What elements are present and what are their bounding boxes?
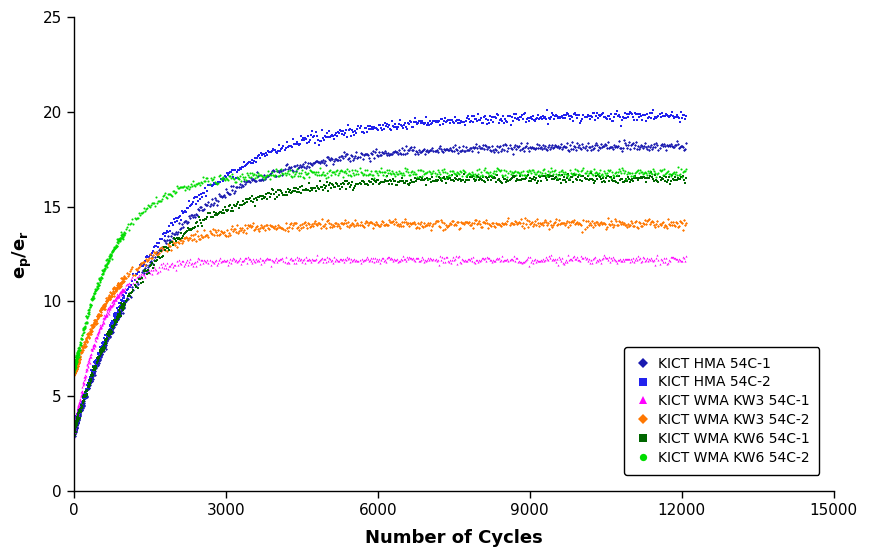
KICT WMA KW6 54C-1	[107, 329, 117, 335]
KICT HMA 54C-1	[107, 329, 117, 336]
KICT HMA 54C-1	[680, 140, 691, 146]
Line: KICT HMA 54C-2: KICT HMA 54C-2	[73, 109, 687, 435]
KICT HMA 54C-2	[144, 251, 155, 258]
KICT HMA 54C-2	[100, 340, 110, 347]
KICT WMA KW6 54C-1	[69, 432, 79, 439]
KICT WMA KW3 54C-2	[69, 372, 79, 378]
KICT HMA 54C-1	[415, 147, 425, 154]
KICT HMA 54C-2	[541, 107, 552, 114]
KICT HMA 54C-1	[70, 432, 80, 439]
KICT WMA KW3 54C-1	[96, 321, 107, 328]
KICT WMA KW6 54C-1	[680, 174, 691, 181]
KICT WMA KW3 54C-1	[69, 430, 79, 436]
KICT WMA KW3 54C-1	[312, 252, 322, 258]
Legend: KICT HMA 54C-1, KICT HMA 54C-2, KICT WMA KW3 54C-1, KICT WMA KW3 54C-2, KICT WMA: KICT HMA 54C-1, KICT HMA 54C-2, KICT WMA…	[625, 347, 819, 474]
KICT HMA 54C-1	[619, 137, 629, 144]
KICT WMA KW6 54C-2	[673, 164, 683, 171]
KICT HMA 54C-1	[100, 341, 110, 348]
KICT WMA KW6 54C-1	[96, 349, 107, 355]
KICT WMA KW3 54C-2	[602, 214, 613, 221]
KICT HMA 54C-2	[96, 344, 107, 350]
X-axis label: Number of Cycles: Number of Cycles	[365, 529, 542, 547]
KICT WMA KW3 54C-1	[415, 258, 426, 264]
KICT WMA KW3 54C-2	[69, 371, 79, 377]
KICT WMA KW6 54C-2	[680, 165, 691, 172]
KICT WMA KW3 54C-1	[436, 253, 447, 260]
KICT HMA 54C-2	[107, 318, 117, 324]
KICT WMA KW3 54C-2	[415, 224, 425, 231]
KICT HMA 54C-2	[69, 425, 79, 432]
Line: KICT HMA 54C-1: KICT HMA 54C-1	[73, 140, 687, 437]
KICT WMA KW6 54C-1	[647, 169, 657, 176]
KICT WMA KW3 54C-2	[435, 217, 446, 224]
KICT WMA KW6 54C-2	[107, 248, 117, 255]
KICT WMA KW6 54C-2	[415, 174, 425, 180]
KICT HMA 54C-2	[435, 116, 446, 122]
KICT HMA 54C-2	[680, 113, 691, 119]
KICT HMA 54C-1	[144, 259, 155, 266]
Line: KICT WMA KW3 54C-1: KICT WMA KW3 54C-1	[73, 254, 687, 438]
KICT WMA KW3 54C-2	[107, 291, 117, 297]
KICT WMA KW6 54C-2	[96, 275, 107, 281]
KICT WMA KW3 54C-1	[100, 312, 110, 319]
KICT WMA KW6 54C-2	[100, 266, 110, 273]
KICT WMA KW3 54C-1	[680, 253, 691, 259]
KICT WMA KW3 54C-2	[144, 251, 155, 258]
KICT HMA 54C-2	[70, 430, 80, 437]
Y-axis label: $\mathbf{e_p/e_r}$: $\mathbf{e_p/e_r}$	[11, 229, 34, 278]
KICT WMA KW3 54C-1	[107, 299, 117, 306]
KICT WMA KW6 54C-1	[415, 176, 425, 182]
KICT WMA KW3 54C-2	[96, 306, 107, 312]
KICT HMA 54C-1	[435, 146, 446, 152]
Line: KICT WMA KW6 54C-1: KICT WMA KW6 54C-1	[73, 171, 687, 436]
KICT WMA KW3 54C-1	[144, 269, 155, 276]
KICT HMA 54C-2	[415, 118, 425, 124]
Line: KICT WMA KW6 54C-2: KICT WMA KW6 54C-2	[73, 166, 687, 373]
KICT WMA KW6 54C-1	[69, 431, 79, 437]
KICT WMA KW3 54C-2	[680, 219, 691, 226]
KICT HMA 54C-1	[96, 350, 107, 357]
Line: KICT WMA KW3 54C-2: KICT WMA KW3 54C-2	[73, 217, 687, 376]
KICT WMA KW3 54C-2	[100, 301, 110, 307]
KICT WMA KW6 54C-2	[69, 368, 79, 375]
KICT WMA KW6 54C-1	[100, 337, 110, 344]
KICT WMA KW6 54C-1	[144, 262, 155, 269]
KICT WMA KW3 54C-1	[69, 434, 79, 440]
KICT HMA 54C-1	[69, 431, 79, 437]
KICT WMA KW6 54C-2	[69, 368, 79, 375]
KICT WMA KW6 54C-2	[144, 203, 155, 210]
KICT WMA KW6 54C-1	[435, 176, 446, 183]
KICT WMA KW6 54C-2	[435, 175, 446, 181]
